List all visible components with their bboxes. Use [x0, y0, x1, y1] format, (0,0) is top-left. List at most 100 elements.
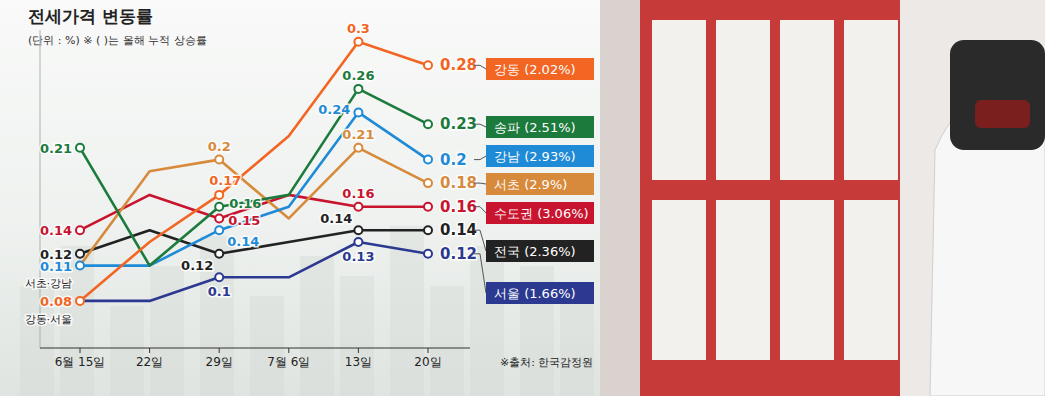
x-tick — [149, 348, 150, 353]
legend-label: 서울 (1.66%) — [494, 286, 576, 301]
legend-box — [486, 240, 594, 262]
leader-line — [474, 230, 486, 251]
annotation: 강동·서울 — [25, 313, 73, 326]
x-tick — [219, 348, 220, 353]
point-marker — [215, 273, 223, 281]
notice-paper — [780, 20, 834, 180]
chart-panel — [0, 0, 600, 396]
legend-box — [486, 145, 594, 167]
point-marker — [354, 144, 362, 152]
x-tick-label: 6월 15일 — [55, 355, 106, 369]
point-marker — [354, 38, 362, 46]
subtitle: (단위 : %) ※ ( )는 올해 누적 상승률 — [28, 34, 207, 47]
data-label: 0.21 — [40, 141, 72, 156]
chart: 전세가격 변동률 (단위 : %) ※ ( )는 올해 누적 상승률 6월 15일 2… — [0, 0, 1045, 396]
point-marker — [424, 250, 432, 258]
data-label: 0.26 — [342, 68, 374, 83]
legend-label: 서초 (2.9%) — [494, 177, 567, 192]
x-tick — [428, 348, 429, 353]
point-marker — [354, 238, 362, 246]
data-label: 0.15 — [228, 213, 260, 228]
annotation: 서초·강남 — [25, 277, 73, 290]
point-marker — [76, 297, 84, 305]
notice-paper — [652, 200, 706, 360]
point-marker — [424, 61, 432, 69]
leader-line — [474, 183, 486, 185]
point-marker — [424, 226, 432, 234]
data-label: 0.08 — [40, 294, 72, 309]
leader-line — [474, 124, 486, 127]
data-label: 0.23 — [440, 115, 477, 133]
x-tick-label: 13일 — [345, 355, 372, 369]
data-label: 0.3 — [347, 21, 370, 36]
data-label: 0.12 — [40, 247, 72, 262]
series-line — [80, 195, 428, 230]
data-label: 0.12 — [440, 245, 477, 263]
legend-box — [486, 202, 594, 224]
data-label: 0.1 — [208, 284, 231, 299]
x-tick — [80, 348, 81, 353]
x-axis-line — [40, 348, 470, 349]
point-marker — [215, 214, 223, 222]
point-marker — [215, 250, 223, 258]
notice-paper — [652, 20, 706, 180]
x-tick-label: 22일 — [136, 355, 163, 369]
data-label: 0.14 — [320, 211, 352, 226]
data-label: 0.12 — [181, 258, 213, 273]
data-label: 0.17 — [209, 173, 241, 188]
point-marker — [215, 191, 223, 199]
notice-board — [640, 0, 900, 396]
legend-label: 수도권 (3.06%) — [494, 206, 589, 221]
data-label: 0.14 — [227, 234, 259, 249]
x-tick — [358, 348, 359, 353]
legend: 강동 (2.02%)송파 (2.51%)강남 (2.93%)서초 (2.9%)수… — [474, 58, 594, 304]
data-label: 0.16 — [229, 196, 261, 211]
data-label: 0.2 — [208, 139, 231, 154]
notice-paper — [844, 200, 898, 360]
leader-line — [474, 156, 486, 160]
series-line — [80, 242, 428, 301]
leader-line — [474, 254, 486, 293]
legend-label: 강남 (2.93%) — [494, 149, 576, 164]
point-marker — [424, 120, 432, 128]
photo-background — [600, 0, 1045, 396]
leader-line — [474, 65, 486, 69]
data-label: 0.2 — [440, 151, 467, 169]
notice-paper — [716, 200, 770, 360]
point-marker — [354, 203, 362, 211]
point-marker — [354, 226, 362, 234]
phone — [975, 100, 1030, 128]
data-labels: 0.080.170.30.280.210.160.260.230.110.140… — [40, 21, 477, 309]
legend-label: 전국 (2.36%) — [494, 244, 576, 259]
data-label: 0.14 — [440, 221, 477, 239]
point-marker — [424, 203, 432, 211]
legend-box — [486, 116, 594, 138]
point-marker — [215, 203, 223, 211]
notice-paper — [780, 200, 834, 360]
legend-label: 강동 (2.02%) — [494, 62, 576, 77]
data-label: 0.13 — [342, 249, 374, 264]
point-marker — [76, 250, 84, 258]
x-tick-label: 29일 — [206, 355, 233, 369]
point-marker — [354, 85, 362, 93]
x-tick-label: 7월 6일 — [267, 355, 310, 369]
background — [0, 0, 1045, 396]
data-label: 0.16 — [342, 186, 374, 201]
point-marker — [76, 226, 84, 234]
backpack — [950, 40, 1045, 150]
x-tick-label: 20일 — [414, 355, 441, 369]
point-marker — [215, 226, 223, 234]
point-marker — [424, 156, 432, 164]
point-marker — [215, 156, 223, 164]
photo-wall — [900, 0, 1045, 396]
title: 전세가격 변동률 — [28, 6, 153, 26]
series-line — [80, 42, 428, 301]
data-label: 0.14 — [40, 223, 72, 238]
leader-line — [474, 207, 486, 213]
data-label: 0.21 — [342, 127, 374, 142]
plot-marks — [76, 38, 432, 305]
point-marker — [76, 144, 84, 152]
point-marker — [76, 262, 84, 270]
x-tick — [288, 348, 289, 353]
data-label: 0.18 — [440, 174, 477, 192]
